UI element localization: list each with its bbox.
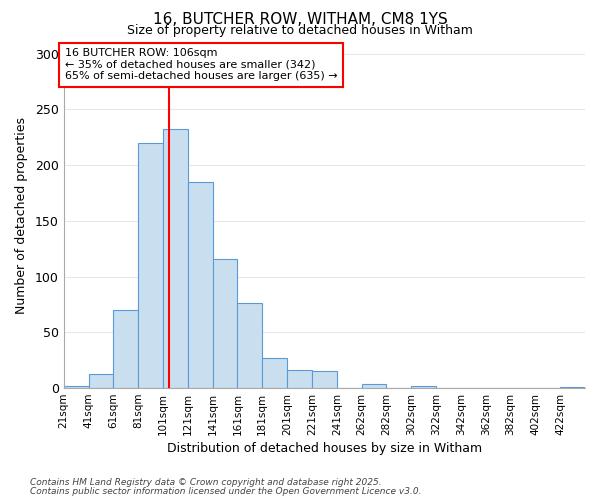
Bar <box>362 384 386 388</box>
Text: 16, BUTCHER ROW, WITHAM, CM8 1YS: 16, BUTCHER ROW, WITHAM, CM8 1YS <box>152 12 448 28</box>
Y-axis label: Number of detached properties: Number of detached properties <box>15 117 28 314</box>
Bar <box>312 372 337 388</box>
Bar <box>411 386 436 388</box>
Bar <box>163 130 188 388</box>
Bar <box>138 143 163 388</box>
Text: Size of property relative to detached houses in Witham: Size of property relative to detached ho… <box>127 24 473 37</box>
Bar <box>212 259 238 388</box>
Bar <box>64 386 89 388</box>
Bar <box>287 370 312 388</box>
Bar <box>113 310 138 388</box>
Bar <box>238 304 262 388</box>
Bar <box>560 387 585 388</box>
X-axis label: Distribution of detached houses by size in Witham: Distribution of detached houses by size … <box>167 442 482 455</box>
Bar <box>89 374 113 388</box>
Bar <box>188 182 212 388</box>
Bar <box>262 358 287 388</box>
Text: Contains public sector information licensed under the Open Government Licence v3: Contains public sector information licen… <box>30 487 421 496</box>
Text: 16 BUTCHER ROW: 106sqm
← 35% of detached houses are smaller (342)
65% of semi-de: 16 BUTCHER ROW: 106sqm ← 35% of detached… <box>65 48 338 82</box>
Text: Contains HM Land Registry data © Crown copyright and database right 2025.: Contains HM Land Registry data © Crown c… <box>30 478 382 487</box>
